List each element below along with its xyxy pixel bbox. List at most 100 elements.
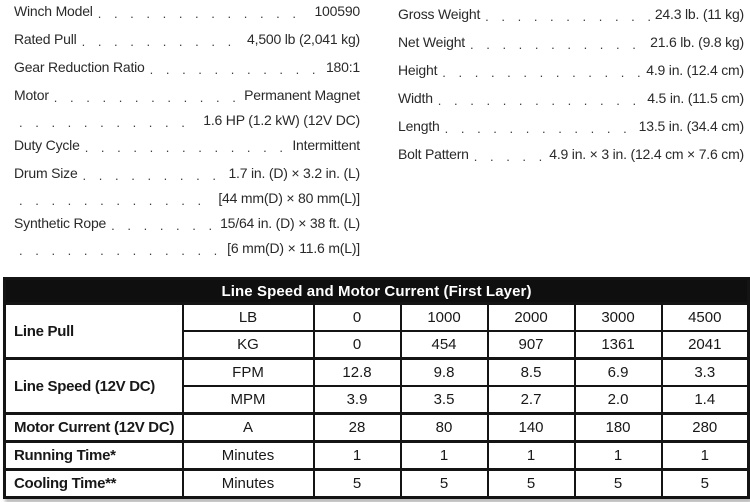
spec-label: Drum Size	[14, 165, 78, 181]
spec-row-rated-pull: Rated Pull 4,500 lb (2,041 kg)	[14, 25, 360, 53]
table-cell: 0	[312, 302, 402, 332]
dotted-leader	[19, 193, 213, 208]
spec-row-drum-size: Drum Size 1.7 in. (D) × 3.2 in. (L)	[14, 159, 360, 187]
table-cell: 140	[486, 412, 576, 443]
table-cell: 907	[486, 330, 576, 360]
spec-label: Gross Weight	[398, 6, 481, 22]
table-row-motor-current: Motor Current (12V DC) A 28 80 140 180 2…	[3, 412, 750, 443]
spec-row-net-weight: Net Weight 21.6 lb. (9.8 kg)	[398, 28, 744, 56]
unit-cell: A	[181, 412, 315, 443]
spec-row-duty-cycle: Duty Cycle Intermittent	[14, 131, 360, 159]
spec-value: 1.6 HP (1.2 kW) (12V DC)	[203, 112, 360, 128]
table-cell: 5	[399, 468, 489, 499]
dotted-leader	[111, 218, 215, 233]
spec-label: Gear Reduction Ratio	[14, 59, 145, 75]
spec-value: 4,500 lb (2,041 kg)	[247, 31, 360, 47]
dotted-leader	[445, 121, 634, 136]
spec-row-motor: Motor Permanent Magnet	[14, 81, 360, 109]
table-cell: 2.0	[573, 385, 663, 415]
row-label-line-speed: Line Speed (12V DC)	[3, 357, 184, 415]
dotted-leader	[83, 168, 224, 183]
table-cell: 1361	[573, 330, 663, 360]
spec-value: 21.6 lb. (9.8 kg)	[650, 34, 744, 50]
dotted-leader	[474, 149, 544, 164]
table-cell: 0	[312, 330, 402, 360]
table-cell: 8.5	[486, 357, 576, 387]
spec-value: 100590	[314, 3, 360, 19]
table-cell: 1	[573, 440, 663, 471]
spec-label: Rated Pull	[14, 31, 77, 47]
spec-label: Bolt Pattern	[398, 146, 469, 162]
table-cell: 12.8	[312, 357, 402, 387]
spec-label: Winch Model	[14, 3, 93, 19]
table-cell: 5	[312, 468, 402, 499]
table-cell: 3.3	[660, 357, 750, 387]
spec-list-right: Gross Weight 24.3 lb. (11 kg) Net Weight…	[398, 0, 744, 168]
spec-label: Motor	[14, 87, 49, 103]
spec-value: 24.3 lb. (11 kg)	[654, 6, 744, 22]
dotted-leader	[54, 90, 239, 105]
dotted-leader	[98, 6, 310, 21]
dotted-leader	[150, 62, 321, 77]
dotted-leader	[19, 243, 222, 258]
table-cell: 1	[312, 440, 402, 471]
spec-row-synthetic-rope-cont: [6 mm(D) × 11.6 m(L)]	[14, 237, 360, 259]
spec-value: Permanent Magnet	[244, 87, 360, 103]
spec-value: Intermittent	[292, 137, 360, 153]
spec-list-left: Winch Model 100590 Rated Pull 4,500 lb (…	[14, 0, 360, 259]
table-cell: 1.4	[660, 385, 750, 415]
unit-cell: LB	[181, 302, 315, 332]
table-cell: 9.8	[399, 357, 489, 387]
dotted-leader	[485, 9, 650, 24]
spec-label: Net Weight	[398, 34, 465, 50]
table-row-cooling-time: Cooling Time** Minutes 5 5 5 5 5	[3, 468, 750, 499]
table-row-running-time: Running Time* Minutes 1 1 1 1 1	[3, 440, 750, 471]
table-cell: 280	[660, 412, 750, 443]
dotted-leader	[19, 115, 198, 130]
table-cell: 4500	[660, 302, 750, 332]
spec-value: 4.5 in. (11.5 cm)	[647, 90, 744, 106]
spec-value: 1.7 in. (D) × 3.2 in. (L)	[228, 165, 360, 181]
spec-row-motor-cont: 1.6 HP (1.2 kW) (12V DC)	[14, 109, 360, 131]
spec-row-synthetic-rope: Synthetic Rope 15/64 in. (D) × 38 ft. (L…	[14, 209, 360, 237]
table-cell: 2.7	[486, 385, 576, 415]
table-cell: 2041	[660, 330, 750, 360]
table-cell: 3.5	[399, 385, 489, 415]
spec-row-drum-size-cont: [44 mm(D) × 80 mm(L)]	[14, 187, 360, 209]
row-label-cooling-time: Cooling Time**	[3, 468, 184, 499]
table-cell: 3.9	[312, 385, 402, 415]
spec-row-length: Length 13.5 in. (34.4 cm)	[398, 112, 744, 140]
dotted-leader	[82, 34, 242, 49]
table-cell: 5	[573, 468, 663, 499]
table-row-line-speed-mpm: MPM 3.9 3.5 2.7 2.0 1.4	[5, 385, 750, 415]
unit-cell: MPM	[181, 385, 315, 415]
spec-value: 15/64 in. (D) × 38 ft. (L)	[220, 215, 360, 231]
unit-cell: FPM	[181, 357, 315, 387]
table-title: Line Speed and Motor Current (First Laye…	[3, 277, 750, 305]
table-cell: 2000	[486, 302, 576, 332]
table-cell: 3000	[573, 302, 663, 332]
table-title-row: Line Speed and Motor Current (First Laye…	[3, 277, 750, 305]
spec-row-bolt-pattern: Bolt Pattern 4.9 in. × 3 in. (12.4 cm × …	[398, 140, 744, 168]
spec-value: 180:1	[325, 59, 360, 75]
spec-row-gross-weight: Gross Weight 24.3 lb. (11 kg)	[398, 0, 744, 28]
dotted-leader	[85, 140, 288, 155]
table-cell: 180	[573, 412, 663, 443]
row-label-running-time: Running Time*	[3, 440, 184, 471]
table-cell: 454	[399, 330, 489, 360]
spec-value: 13.5 in. (34.4 cm)	[638, 118, 745, 134]
table-row-line-speed-fpm: Line Speed (12V DC) FPM 12.8 9.8 8.5 6.9…	[3, 357, 750, 415]
table-cell: 1000	[399, 302, 489, 332]
spec-label: Duty Cycle	[14, 137, 80, 153]
spec-row-width: Width 4.5 in. (11.5 cm)	[398, 84, 744, 112]
spec-row-height: Height 4.9 in. (12.4 cm)	[398, 56, 744, 84]
unit-cell: Minutes	[181, 440, 315, 471]
table-row-line-pull-lb: Line Pull LB 0 1000 2000 3000 4500	[3, 302, 750, 360]
table-cell: 5	[660, 468, 750, 499]
spec-label: Width	[398, 90, 433, 106]
spec-value: 4.9 in. (12.4 cm)	[646, 62, 744, 78]
spec-label: Length	[398, 118, 440, 134]
spec-value: 4.9 in. × 3 in. (12.4 cm × 7.6 cm)	[549, 146, 744, 162]
unit-cell: Minutes	[181, 468, 315, 499]
